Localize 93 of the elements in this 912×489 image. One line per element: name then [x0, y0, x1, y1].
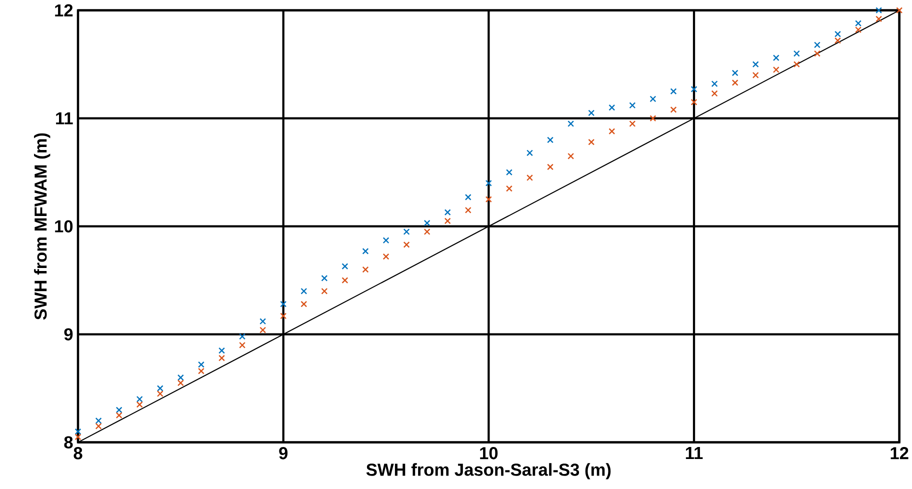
point — [711, 90, 718, 97]
point — [444, 218, 451, 224]
point — [608, 104, 616, 111]
point — [526, 150, 533, 156]
point — [260, 318, 266, 325]
point — [732, 70, 738, 76]
point — [136, 396, 143, 402]
point — [506, 169, 512, 176]
y-axis-title: SWH from MFWAM (m) — [34, 133, 50, 320]
point — [321, 274, 328, 282]
point — [855, 26, 862, 34]
point — [362, 266, 369, 273]
point — [116, 406, 122, 414]
point — [342, 263, 348, 270]
x-tick-label: 11 — [686, 447, 703, 459]
point — [568, 152, 574, 160]
point — [896, 7, 903, 14]
point — [814, 42, 820, 48]
point — [74, 428, 82, 435]
point — [588, 110, 595, 116]
point — [464, 194, 472, 200]
point — [814, 50, 820, 57]
point — [834, 37, 841, 44]
point — [650, 115, 656, 122]
y-tick-label: 9 — [64, 328, 73, 340]
point — [711, 80, 718, 88]
point — [793, 50, 800, 57]
y-tick-label: 8 — [64, 436, 73, 448]
point — [506, 185, 512, 192]
point — [629, 120, 636, 127]
point — [855, 20, 862, 27]
point — [177, 374, 184, 381]
point — [670, 106, 677, 113]
point — [239, 342, 246, 348]
point — [342, 277, 348, 284]
point — [300, 288, 308, 294]
y-tick-label: 10 — [55, 220, 73, 232]
point — [876, 16, 882, 22]
point — [321, 288, 328, 294]
point — [156, 390, 164, 397]
point — [650, 96, 656, 102]
point — [74, 434, 82, 440]
point — [116, 412, 122, 419]
point — [280, 300, 287, 308]
point — [752, 61, 759, 68]
point — [752, 72, 759, 78]
point — [464, 206, 472, 214]
point — [690, 98, 698, 106]
point — [772, 54, 780, 62]
point — [485, 180, 492, 186]
x-axis-title: SWH from Jason-Saral-S3 (m) — [366, 463, 611, 480]
point — [403, 241, 410, 248]
point — [198, 361, 204, 368]
point — [156, 385, 164, 392]
point — [280, 312, 287, 320]
point — [403, 228, 410, 235]
point — [690, 86, 698, 92]
point — [300, 300, 308, 308]
y-tick-label: 11 — [56, 112, 73, 124]
point — [772, 66, 780, 73]
point — [177, 380, 184, 386]
point — [95, 422, 102, 430]
x-tick-label: 8 — [74, 447, 82, 460]
point — [239, 333, 246, 340]
point — [95, 417, 102, 424]
y-tick-label: 12 — [55, 4, 73, 16]
point — [670, 88, 677, 95]
point — [876, 7, 882, 14]
point — [198, 368, 204, 374]
point — [260, 326, 266, 334]
point — [382, 253, 390, 260]
point — [136, 401, 143, 408]
point — [547, 136, 554, 144]
point — [218, 347, 225, 354]
point — [834, 30, 841, 38]
point — [568, 120, 574, 127]
x-tick-label: 12 — [890, 447, 908, 460]
point — [218, 354, 225, 362]
point — [444, 209, 451, 216]
point — [424, 220, 430, 226]
point — [588, 138, 595, 146]
point — [362, 248, 369, 254]
point — [732, 79, 738, 86]
point — [485, 196, 492, 203]
point — [547, 164, 554, 170]
x-tick-label: 9 — [279, 447, 288, 460]
point — [793, 61, 800, 68]
x-tick-label: 10 — [480, 447, 498, 460]
point — [526, 174, 533, 181]
point — [424, 228, 430, 235]
point — [629, 102, 636, 109]
point — [608, 128, 616, 135]
point — [382, 237, 390, 244]
